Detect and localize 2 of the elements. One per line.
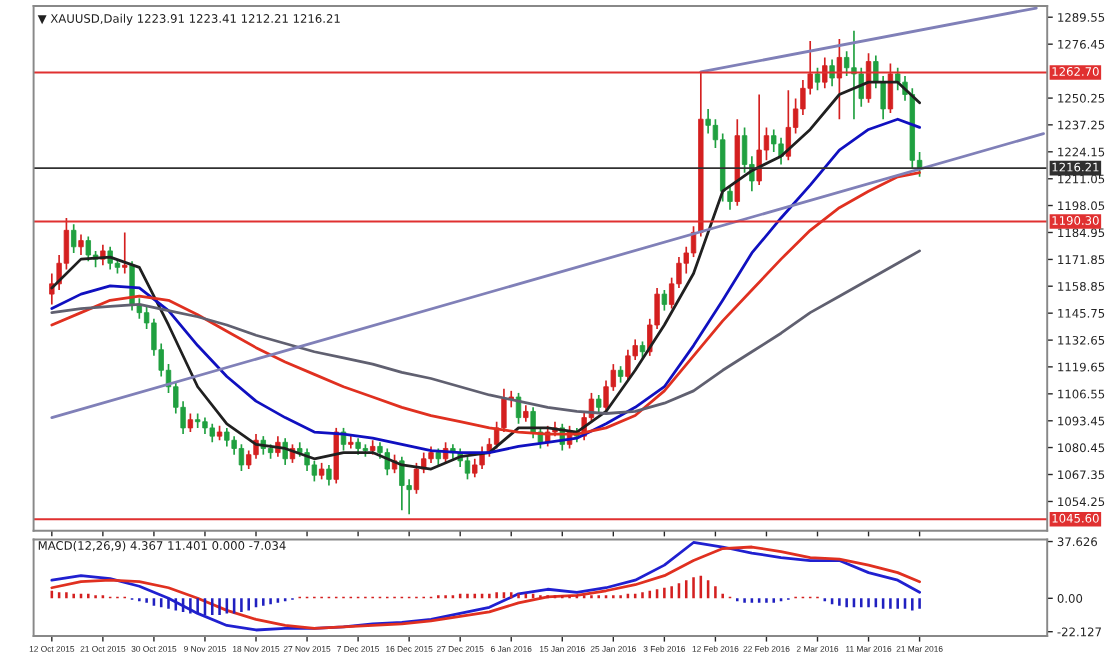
candlestick — [661, 289, 668, 312]
candlestick — [187, 412, 194, 433]
